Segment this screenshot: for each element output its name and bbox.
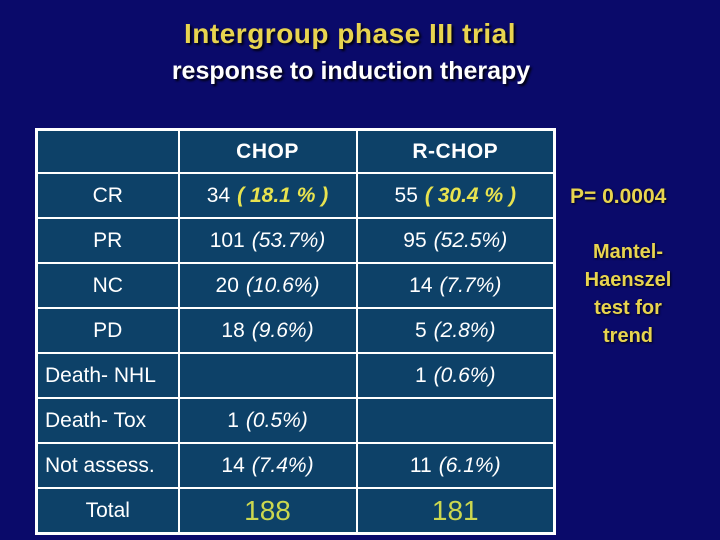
column-header-rchop: R-CHOP xyxy=(355,128,556,174)
corner-cell xyxy=(35,128,180,174)
percent-value: (52.5%) xyxy=(433,228,508,252)
count-value: 101 xyxy=(209,228,245,252)
pr-rchop-cell: 95 (52.5%) xyxy=(355,217,556,264)
row-label-cr: CR xyxy=(35,172,180,219)
death-nhl-chop-cell xyxy=(177,352,358,399)
row-label-not-assessed: Not assess. xyxy=(35,442,180,489)
row-label-pd: PD xyxy=(35,307,180,354)
row-label-death-tox: Death- Tox xyxy=(35,397,180,444)
response-results-table: CHOP R-CHOP CR 34( 18.1 % ) 55( 30.4 % )… xyxy=(35,128,556,535)
pd-rchop-cell: 5 (2.8%) xyxy=(355,307,556,354)
count-value: 18 xyxy=(221,318,245,342)
row-label-death-nhl: Death- NHL xyxy=(35,352,180,399)
table-header-row: CHOP R-CHOP xyxy=(35,128,556,174)
row-label-total: Total xyxy=(35,487,180,535)
table-row-nc: NC 20 (10.6%) 14 (7.7%) xyxy=(35,262,556,309)
table-row-total: Total 188 181 xyxy=(35,487,556,535)
row-label-pr: PR xyxy=(35,217,180,264)
p-value-label: P= 0.0004 xyxy=(570,185,667,208)
count-value: 34 xyxy=(206,183,231,207)
death-nhl-rchop-cell: 1 (0.6%) xyxy=(355,352,556,399)
death-tox-rchop-cell xyxy=(355,397,556,444)
percent-value: (53.7%) xyxy=(251,228,326,252)
total-count-value: 181 xyxy=(431,494,479,526)
percent-value: (6.1%) xyxy=(438,453,501,477)
percent-value: ( 30.4 % ) xyxy=(424,183,516,207)
count-value: 14 xyxy=(409,273,433,297)
percent-value: (10.6%) xyxy=(245,273,320,297)
percent-value: (0.6%) xyxy=(433,363,496,387)
death-tox-chop-cell: 1 (0.5%) xyxy=(177,397,358,444)
cr-chop-cell: 34( 18.1 % ) xyxy=(177,172,358,219)
count-value: 11 xyxy=(409,453,432,477)
not-assessed-chop-cell: 14 (7.4%) xyxy=(177,442,358,489)
trend-test-note: Mantel-Haenszel test for trend xyxy=(584,241,672,347)
percent-value: (7.7%) xyxy=(439,273,502,297)
count-value: 95 xyxy=(403,228,427,252)
table-row-pd: PD 18 (9.6%) 5 (2.8%) xyxy=(35,307,556,354)
count-value: 5 xyxy=(414,318,427,342)
nc-chop-cell: 20 (10.6%) xyxy=(177,262,358,309)
not-assessed-rchop-cell: 11 (6.1%) xyxy=(355,442,556,489)
count-value: 20 xyxy=(215,273,239,297)
percent-value: (2.8%) xyxy=(433,318,496,342)
percent-value: ( 18.1 % ) xyxy=(237,183,329,207)
slide-title: Intergroup phase III trial xyxy=(184,18,516,49)
pd-chop-cell: 18 (9.6%) xyxy=(177,307,358,354)
total-chop-cell: 188 xyxy=(177,487,358,535)
total-count-value: 188 xyxy=(244,494,291,526)
percent-value: (0.5%) xyxy=(245,408,308,432)
percent-value: (7.4%) xyxy=(251,453,314,477)
table-row-death-tox: Death- Tox 1 (0.5%) xyxy=(35,397,556,444)
table-row-not-assessed: Not assess. 14 (7.4%) 11 (6.1%) xyxy=(35,442,556,489)
count-value: 1 xyxy=(414,363,427,387)
pr-chop-cell: 101 (53.7%) xyxy=(177,217,358,264)
count-value: 1 xyxy=(227,408,239,432)
nc-rchop-cell: 14 (7.7%) xyxy=(355,262,556,309)
table-row-cr: CR 34( 18.1 % ) 55( 30.4 % ) xyxy=(35,172,556,219)
table-row-death-nhl: Death- NHL 1 (0.6%) xyxy=(35,352,556,399)
count-value: 55 xyxy=(394,183,418,207)
column-header-chop: CHOP xyxy=(177,128,358,174)
percent-value: (9.6%) xyxy=(251,318,314,342)
slide-subtitle: response to induction therapy xyxy=(171,57,531,85)
total-rchop-cell: 181 xyxy=(355,487,556,535)
table-row-pr: PR 101 (53.7%) 95 (52.5%) xyxy=(35,217,556,264)
row-label-nc: NC xyxy=(35,262,180,309)
count-value: 14 xyxy=(221,453,245,477)
cr-rchop-cell: 55( 30.4 % ) xyxy=(355,172,556,219)
